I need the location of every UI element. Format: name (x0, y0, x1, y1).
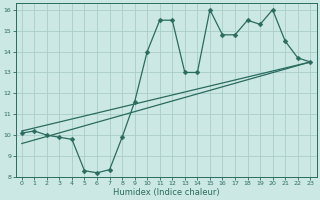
X-axis label: Humidex (Indice chaleur): Humidex (Indice chaleur) (113, 188, 219, 197)
